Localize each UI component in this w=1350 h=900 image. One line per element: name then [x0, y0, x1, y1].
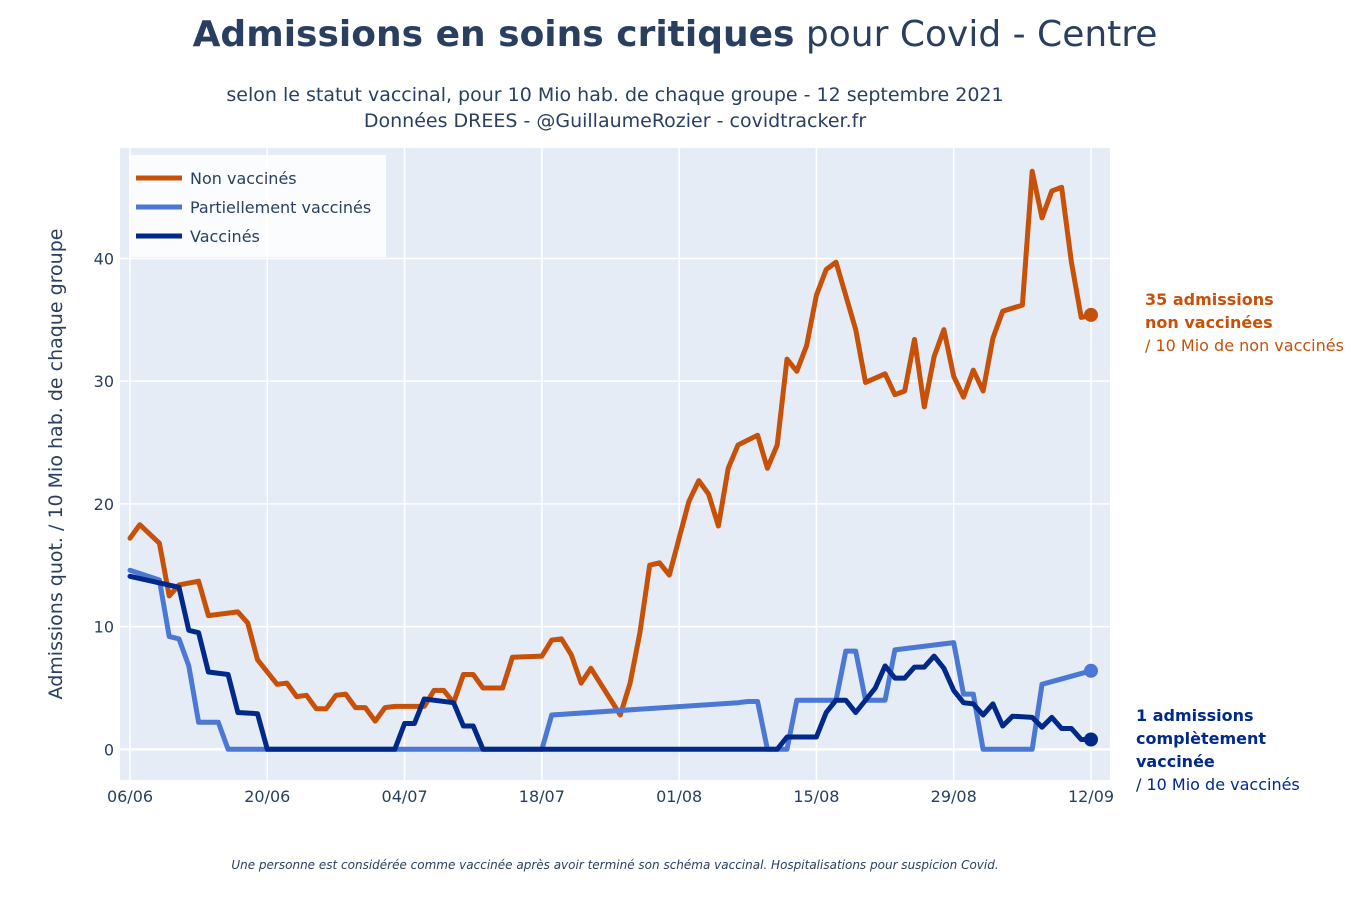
y-tick-label: 0	[104, 740, 114, 759]
footnote: Une personne est considérée comme vaccin…	[231, 858, 999, 872]
chart-title-normal: pour Covid - Centre	[805, 14, 1158, 55]
annotation-vaccinated: 1 admissions complètement vaccinée / 10 …	[1136, 704, 1350, 796]
x-tick-label: 06/06	[107, 787, 153, 806]
x-tick-label: 12/09	[1068, 787, 1114, 806]
y-axis-ticks: 0 10 20 30 40	[94, 249, 114, 759]
y-tick-label: 40	[94, 249, 114, 268]
x-tick-label: 20/06	[244, 787, 290, 806]
series-line-2	[127, 573, 1094, 752]
annotation-vaccinated-line2: complètement vaccinée	[1136, 729, 1266, 771]
subtitle-line-1: selon le statut vaccinal, pour 10 Mio ha…	[226, 84, 1004, 106]
x-tick-label: 04/07	[382, 787, 428, 806]
series-line-0	[127, 168, 1094, 724]
series-end-marker-1	[1084, 663, 1098, 678]
chart-title: Admissions en soins critiques pour Covid…	[0, 14, 1350, 55]
legend: Non vaccinés Partiellement vaccinés Vaccin…	[129, 155, 386, 257]
annotation-vaccinated-line1: 1 admissions	[1136, 706, 1254, 725]
legend-label-0: Non vaccinés	[190, 169, 297, 188]
chart-title-bold: Admissions en soins critiques	[192, 14, 795, 55]
y-tick-label: 20	[94, 495, 114, 514]
x-tick-label: 15/08	[793, 787, 839, 806]
legend-label-1: Partiellement vaccinés	[190, 198, 371, 217]
subtitle-line-2: Données DREES - @GuillaumeRozier - covid…	[363, 110, 867, 132]
annotation-non-vaccinated-line2: non vaccinées	[1145, 313, 1273, 332]
series-end-marker-0	[1084, 307, 1098, 322]
annotation-non-vaccinated-line1: 35 admissions	[1145, 290, 1274, 309]
x-axis-ticks: 06/06 20/06 04/07 18/07 01/08 15/08 29/08 12/09	[107, 787, 1114, 806]
chart-subtitle: selon le statut vaccinal, pour 10 Mio ha…	[200, 82, 1030, 134]
y-axis-label: Admissions quot. / 10 Mio hab. de chaque…	[45, 229, 67, 700]
series-lines	[127, 168, 1094, 752]
annotation-non-vaccinated-line3: / 10 Mio de non vaccinés	[1145, 336, 1344, 355]
legend-label-2: Vaccinés	[190, 227, 260, 246]
y-tick-label: 30	[94, 372, 114, 391]
end-markers	[1084, 307, 1098, 747]
series-end-marker-2	[1084, 732, 1098, 747]
annotation-non-vaccinated: 35 admissions non vaccinées / 10 Mio de …	[1145, 288, 1344, 357]
y-tick-label: 10	[94, 618, 114, 637]
x-tick-label: 01/08	[656, 787, 702, 806]
x-tick-label: 18/07	[519, 787, 565, 806]
annotation-vaccinated-line3: / 10 Mio de vaccinés	[1136, 775, 1300, 794]
x-tick-label: 29/08	[931, 787, 977, 806]
